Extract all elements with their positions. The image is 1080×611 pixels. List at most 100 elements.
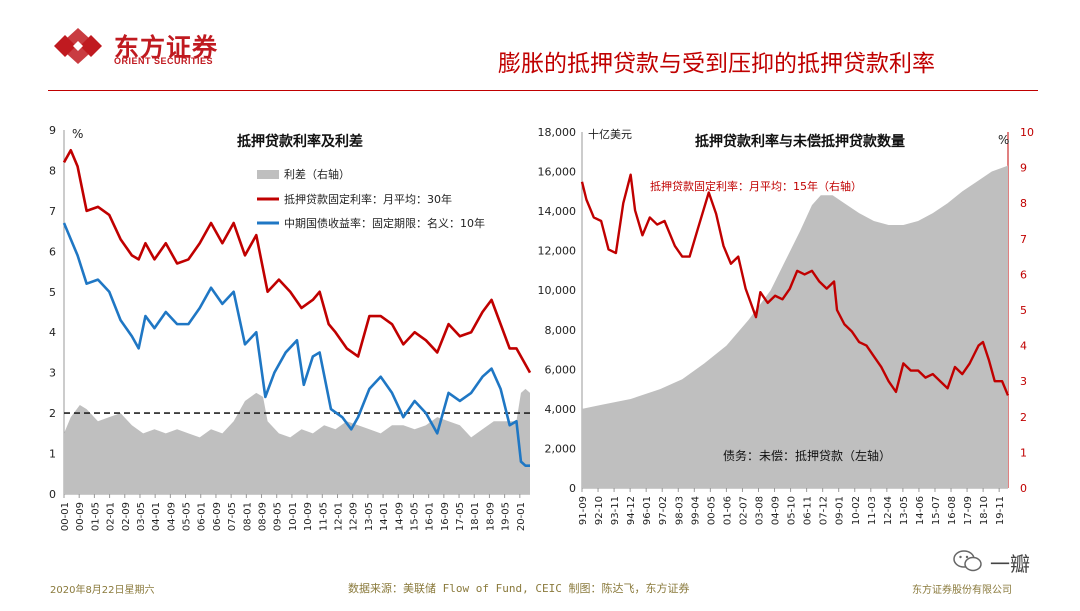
right-x-tick-label: 13-05	[899, 496, 910, 525]
orient-securities-logo: 东方证券 ORIENT SECURITIES	[52, 28, 262, 68]
left-x-tick-label: 15-05	[409, 502, 420, 531]
left-y-tick-label: 6	[49, 245, 56, 258]
right-x-tick-label: 14-06	[915, 496, 926, 525]
right-chart-title: 抵押贷款利率与未偿抵押贷款数量	[695, 133, 905, 150]
left-x-tick-label: 18-01	[470, 502, 481, 531]
right-x-tick-label: 09-01	[835, 496, 846, 525]
left-x-tick-label: 16-01	[425, 502, 436, 531]
right-chart-right-tick-label: 7	[1020, 233, 1027, 246]
logo-chinese-text: 东方证券	[114, 33, 219, 62]
mortgage-15y-line	[580, 173, 1010, 396]
left-chart-ticks: 0 1 2 3 4 5 6 7 8 9 00-01 00-09 01-05 02-01 02-09 03-05…	[49, 124, 527, 531]
left-x-tick-label: 17-05	[455, 502, 466, 531]
spread-area	[64, 388, 530, 494]
left-x-tick-label: 06-01	[197, 502, 208, 531]
right-chart-left-tick-label: 18,000	[538, 126, 577, 139]
left-x-tick-label: 07-05	[227, 502, 238, 531]
right-chart-right-tick-label: 0	[1020, 482, 1027, 495]
right-x-tick-label: 12-04	[883, 496, 894, 525]
right-x-tick-label: 07-12	[819, 496, 830, 525]
right-x-tick-label: 92-10	[594, 496, 605, 525]
left-y-unit: %	[72, 127, 83, 141]
right-chart-right-tick-label: 10	[1020, 126, 1034, 139]
left-x-tick-label: 09-05	[273, 502, 284, 531]
right-chart-ticks: 0 2,000 4,000 6,000 8,000 10,000 12,000 14,000 1…	[538, 126, 1035, 525]
left-x-tick-label: 20-01	[516, 502, 527, 531]
right-chart-left-tick-label: 14,000	[538, 205, 577, 218]
left-chart-lines	[62, 148, 532, 467]
watermark-text: 一瓣	[990, 552, 1030, 576]
right-x-tick-label: 05-10	[787, 496, 798, 525]
left-x-tick-label: 12-01	[333, 502, 344, 531]
outstanding-mortgage-area-shape	[582, 165, 1008, 488]
left-y-tick-label: 7	[49, 205, 56, 218]
left-y-tick-label: 8	[49, 164, 56, 177]
left-x-tick-label: 10-01	[288, 502, 299, 531]
right-x-tick-label: 98-03	[674, 496, 685, 525]
right-y-right-unit: %	[998, 133, 1009, 147]
footer-date: 2020年8月22日星期六	[50, 585, 155, 596]
right-x-tick-label: 18-10	[979, 496, 990, 525]
right-chart-left-tick-label: 12,000	[538, 245, 577, 258]
right-chart-right-tick-label: 4	[1020, 340, 1027, 353]
left-x-tick-label: 14-09	[394, 502, 405, 531]
right-chart-right-tick-label: 3	[1020, 375, 1027, 388]
left-y-tick-label: 1	[49, 448, 56, 461]
legend-spread: 利差（右轴）	[284, 167, 350, 181]
left-y-tick-label: 5	[49, 286, 56, 299]
left-chart-title: 抵押贷款利率及利差	[237, 133, 363, 150]
right-x-tick-label: 11-03	[867, 496, 878, 525]
logo-english-text: ORIENT SECURITIES	[114, 56, 214, 66]
left-x-tick-label: 04-01	[151, 502, 162, 531]
right-x-tick-label: 00-05	[706, 496, 717, 525]
right-x-tick-label: 99-04	[690, 496, 701, 525]
right-x-tick-label: 17-09	[963, 496, 974, 525]
right-chart-right-tick-label: 6	[1020, 268, 1027, 281]
right-x-tick-label: 97-02	[658, 496, 669, 525]
right-chart-right-tick-label: 5	[1020, 304, 1027, 317]
left-x-tick-label: 16-09	[440, 502, 451, 531]
left-x-tick-label: 19-05	[501, 502, 512, 531]
annotation-15y-rate: 抵押贷款固定利率：月平均：15年（右轴）	[650, 179, 862, 193]
spread-area-series	[64, 388, 530, 494]
right-chart-right-tick-label: 2	[1020, 411, 1027, 424]
right-x-tick-label: 93-11	[610, 496, 621, 525]
legend-10y-treasury: 中期国债收益率：固定期限：名义：10年	[284, 216, 485, 230]
left-x-tick-label: 05-05	[182, 502, 193, 531]
right-chart-left-tick-label: 8,000	[545, 324, 577, 337]
left-x-tick-label: 13-05	[364, 502, 375, 531]
right-x-tick-label: 96-01	[642, 496, 653, 525]
left-y-tick-label: 0	[49, 488, 56, 501]
right-chart-lines	[580, 173, 1010, 396]
right-x-tick-label: 15-07	[931, 496, 942, 525]
treasury-10y-line	[62, 222, 530, 467]
left-x-tick-label: 00-09	[75, 502, 86, 531]
left-x-tick-label: 14-01	[379, 502, 390, 531]
left-x-tick-label: 03-05	[136, 502, 147, 531]
right-x-tick-label: 91-09	[578, 496, 589, 525]
left-y-tick-label: 9	[49, 124, 56, 137]
left-chart: 0 1 2 3 4 5 6 7 8 9 00-01 00-09 01-05 02-01 02-09 03-05…	[49, 124, 532, 531]
left-x-tick-label: 10-09	[303, 502, 314, 531]
outstanding-mortgage-area	[582, 165, 1008, 488]
left-x-tick-label: 04-09	[166, 502, 177, 531]
left-y-tick-label: 3	[49, 367, 56, 380]
right-chart-left-tick-label: 4,000	[545, 403, 577, 416]
header-divider	[48, 90, 1038, 91]
right-y-left-unit: 十亿美元	[588, 127, 632, 141]
right-x-tick-label: 94-12	[626, 496, 637, 525]
left-x-tick-label: 08-01	[242, 502, 253, 531]
right-x-tick-label: 10-02	[851, 496, 862, 525]
diamond-logo-icon	[54, 28, 102, 64]
right-x-tick-label: 19-11	[995, 496, 1006, 525]
right-chart-left-tick-label: 6,000	[545, 363, 577, 376]
left-x-tick-label: 12-09	[349, 502, 360, 531]
wechat-watermark-icon	[953, 550, 982, 572]
legend-30y-mortgage: 抵押贷款固定利率：月平均：30年	[284, 192, 452, 206]
footer-source: 数据来源：美联储 Flow of Fund, CEIC 制图：陈达飞，东方证券	[348, 582, 690, 595]
left-x-tick-label: 01-05	[90, 502, 101, 531]
left-x-tick-label: 02-09	[121, 502, 132, 531]
left-x-tick-label: 11-05	[318, 502, 329, 531]
right-chart-left-tick-label: 0	[569, 482, 576, 495]
